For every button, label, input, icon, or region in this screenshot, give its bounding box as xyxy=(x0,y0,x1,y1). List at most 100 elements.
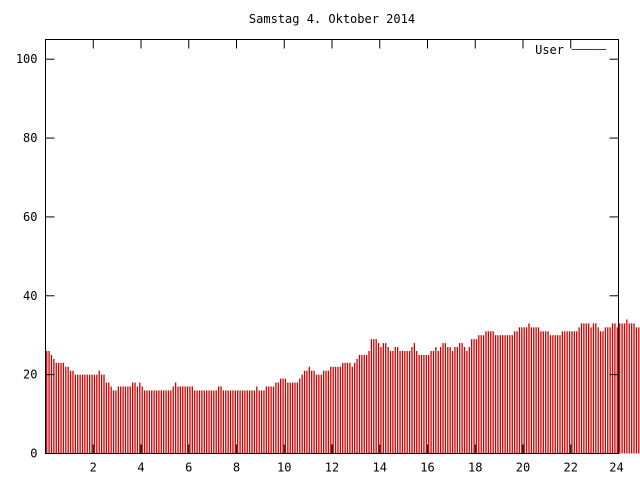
bar xyxy=(447,347,449,454)
bar xyxy=(475,339,478,454)
bar xyxy=(473,339,475,454)
bar xyxy=(306,370,308,454)
bar xyxy=(528,323,530,454)
bar xyxy=(117,386,119,454)
bar xyxy=(289,382,291,454)
x-tick-label: 12 xyxy=(325,461,339,475)
bar xyxy=(206,390,208,454)
bar xyxy=(303,370,306,454)
bar xyxy=(377,343,380,454)
bar xyxy=(516,331,518,454)
bar xyxy=(201,390,203,454)
bar xyxy=(561,331,564,454)
bar xyxy=(65,366,67,454)
bar xyxy=(294,382,296,454)
bar xyxy=(552,335,554,454)
bar xyxy=(578,327,580,454)
bar xyxy=(136,386,139,454)
bar xyxy=(131,382,134,454)
bar xyxy=(277,382,279,454)
bar xyxy=(576,331,578,454)
bar xyxy=(545,331,547,454)
bar xyxy=(461,343,463,454)
bar xyxy=(74,374,76,454)
bar xyxy=(439,347,442,454)
bar xyxy=(344,362,346,454)
bar xyxy=(413,343,416,454)
x-axis: 2 4 6 8 10 12 14 16 18 20 22 24 xyxy=(90,39,624,475)
bar xyxy=(165,390,167,454)
bar xyxy=(213,390,215,454)
bar xyxy=(48,350,50,454)
bar xyxy=(397,347,399,454)
bar xyxy=(110,386,112,454)
bar xyxy=(573,331,575,454)
y-tick-label: 0 xyxy=(30,447,37,461)
bar xyxy=(263,390,265,454)
bar xyxy=(621,323,623,454)
bar xyxy=(504,335,506,454)
bar xyxy=(158,390,160,454)
bar xyxy=(208,390,210,454)
bar xyxy=(246,390,248,454)
bar xyxy=(93,374,96,454)
bar xyxy=(358,354,361,454)
bar xyxy=(389,350,392,454)
bar xyxy=(265,386,267,454)
bar xyxy=(509,335,511,454)
bar xyxy=(411,347,413,454)
bar xyxy=(229,390,232,454)
bar xyxy=(588,323,590,454)
bar xyxy=(506,335,509,454)
bar xyxy=(513,331,516,454)
bar xyxy=(583,323,585,454)
bar xyxy=(143,390,146,454)
bar xyxy=(327,370,330,454)
bar xyxy=(571,331,573,454)
bar xyxy=(365,354,368,454)
bar xyxy=(602,331,604,454)
y-axis: 0 20 40 60 80 100 xyxy=(16,52,619,461)
bar xyxy=(96,374,98,454)
bar xyxy=(325,370,327,454)
bar xyxy=(234,390,236,454)
bar xyxy=(607,327,609,454)
bar xyxy=(373,339,375,454)
bar xyxy=(480,335,482,454)
bar xyxy=(339,366,342,454)
bar xyxy=(611,323,614,454)
bar xyxy=(435,347,437,454)
bar xyxy=(320,374,322,454)
bar xyxy=(334,366,337,454)
bar xyxy=(184,386,186,454)
bar xyxy=(614,323,616,454)
bar xyxy=(444,343,447,454)
bar xyxy=(547,331,549,454)
bars-group xyxy=(46,319,640,454)
bar xyxy=(585,323,587,454)
bar xyxy=(268,386,270,454)
bar xyxy=(482,335,485,454)
bar xyxy=(466,350,468,454)
bar xyxy=(86,374,88,454)
bar xyxy=(124,386,127,454)
bar xyxy=(490,331,492,454)
bar xyxy=(296,382,299,454)
bar xyxy=(120,386,122,454)
bar xyxy=(487,331,490,454)
bar xyxy=(160,390,162,454)
bar xyxy=(108,382,110,454)
bar xyxy=(210,390,213,454)
bar xyxy=(630,323,633,454)
bar xyxy=(186,386,189,454)
bar xyxy=(592,323,595,454)
bar xyxy=(459,343,461,454)
bar xyxy=(499,335,501,454)
bar xyxy=(315,374,318,454)
bar xyxy=(69,370,72,454)
bar xyxy=(564,331,566,454)
bar xyxy=(568,331,571,454)
bar xyxy=(203,390,205,454)
bar xyxy=(456,347,458,454)
bar xyxy=(251,390,253,454)
